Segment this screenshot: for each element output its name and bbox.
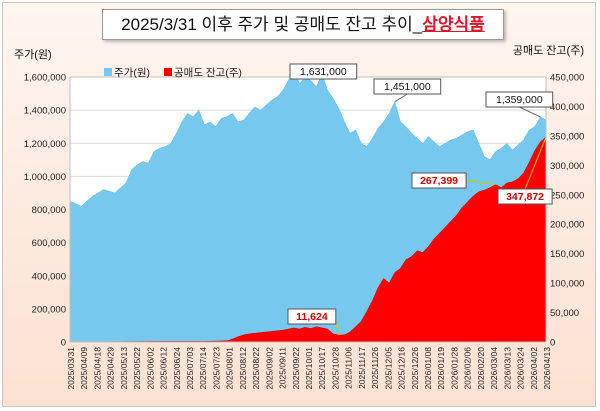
x-tick-label: 2026/01/08: [423, 347, 433, 390]
y-right-tick-label: 0: [550, 338, 555, 349]
x-tick-label: 2025/12/05: [383, 347, 393, 390]
y-right-tick-label: 50,000: [550, 308, 579, 319]
x-tick-label: 2025/11/26: [370, 347, 380, 389]
x-tick-label: 2025/05/22: [132, 347, 142, 390]
y-right-tick-label: 350,000: [550, 131, 584, 142]
annotation-leader: [519, 106, 541, 118]
x-tick-label: 2025/07/03: [185, 347, 195, 390]
x-tick-label: 2025/05/13: [119, 347, 129, 390]
y-left-tick-label: 600,000: [32, 238, 66, 249]
x-tick-label: 2026/04/02: [529, 347, 539, 390]
x-tick-label: 2025/04/09: [79, 347, 89, 390]
y-left-tick-label: 200,000: [32, 304, 66, 315]
x-tick-label: 2025/09/02: [264, 347, 274, 390]
y-right-tick-label: 450,000: [550, 73, 584, 84]
annotation-leader: [394, 93, 408, 103]
x-tick-label: 2026/03/13: [502, 347, 512, 390]
x-tick-label: 2026/01/28: [449, 347, 459, 390]
x-tick-label: 2025/04/29: [106, 347, 116, 390]
x-tick-label: 2026/01/19: [436, 347, 446, 390]
annotation-label: 1,631,000: [300, 66, 347, 78]
annotation-label: 347,872: [506, 191, 544, 203]
x-tick-label: 2025/07/14: [198, 347, 208, 390]
annotation-box: [497, 188, 553, 205]
y-left-tick-label: 1,000,000: [24, 172, 66, 183]
x-tick-label: 2025/08/12: [238, 347, 248, 390]
annotation-leader: [335, 323, 340, 336]
x-tick-label: 2025/03/31: [66, 347, 76, 390]
annotation-box: [485, 91, 554, 108]
annotation-label: 1,359,000: [496, 94, 543, 106]
legend-label-short-balance: 공매도 잔고(주): [174, 67, 242, 79]
x-tick-label: 2026/04/13: [542, 347, 552, 390]
x-tick-label: 2026/02/20: [476, 347, 486, 390]
x-tick-label: 2025/12/16: [397, 347, 407, 390]
x-tick-label: 2026/03/24: [516, 347, 526, 390]
x-tick-label: 2025/10/17: [317, 347, 327, 390]
x-tick-label: 2026/02/06: [463, 347, 473, 390]
chart-title: 2025/3/31 이후 주가 및 공매도 잔고 추이_삼양식품: [102, 9, 504, 40]
x-tick-label: 2025/04/18: [92, 347, 102, 390]
legend-swatch-stock-price: [104, 68, 112, 76]
annotation-label: 1,451,000: [384, 81, 431, 93]
x-tick-label: 2025/12/26: [410, 347, 420, 390]
annotation-leader: [466, 180, 496, 186]
x-tick-label: 2025/06/24: [172, 347, 182, 390]
annotation-label: 267,399: [420, 175, 458, 187]
annotation-label: 11,624: [296, 311, 328, 323]
y-right-tick-label: 150,000: [550, 249, 584, 260]
x-tick-label: 2025/06/02: [145, 347, 155, 390]
x-tick-label: 2025/09/22: [291, 347, 301, 390]
annotation-box: [289, 63, 358, 80]
x-tick-label: 2026/03/04: [489, 347, 499, 390]
legend-swatch-short-balance: [164, 68, 172, 76]
y-left-tick-label: 0: [61, 338, 66, 349]
x-tick-label: 2025/09/11: [278, 347, 288, 389]
y-right-tick-label: 250,000: [550, 190, 584, 201]
y-right-tick-label: 100,000: [550, 279, 584, 290]
x-tick-label: 2025/11/06: [344, 347, 354, 389]
x-tick-label: 2025/08/22: [251, 347, 261, 390]
y-left-tick-label: 1,600,000: [24, 73, 66, 84]
x-tick-label: 2025/10/01: [304, 347, 314, 390]
chart-title-main: 2025/3/31 이후 주가 및 공매도 잔고 추이_: [121, 15, 423, 34]
series-short-balance-area: [69, 136, 547, 343]
y-right-tick-label: 300,000: [550, 161, 584, 172]
y-right-tick-label: 200,000: [550, 220, 584, 231]
annotation-box: [373, 78, 442, 95]
legend-label-stock-price: 주가(원): [114, 67, 150, 79]
x-tick-label: 2025/08/01: [225, 347, 235, 390]
x-tick-label: 2025/10/28: [330, 347, 340, 390]
annotation-leader: [524, 136, 547, 190]
y-left-tick-label: 1,400,000: [24, 106, 66, 117]
y-left-tick-label: 800,000: [32, 205, 66, 216]
chart-title-highlight: 삼양식품: [422, 15, 485, 34]
y-right-tick-label: 400,000: [550, 102, 584, 113]
y-left-axis-title: 주가(원): [14, 48, 52, 61]
x-tick-label: 2025/07/23: [211, 347, 221, 390]
y-left-tick-label: 400,000: [32, 271, 66, 282]
annotation-box: [411, 172, 467, 189]
y-right-axis-title: 공매도 잔고(주): [513, 44, 584, 57]
y-left-tick-label: 1,200,000: [24, 139, 66, 150]
x-tick-label: 2025/06/12: [159, 347, 169, 390]
x-tick-label: 2025/11/17: [357, 347, 367, 389]
annotation-box: [287, 308, 337, 325]
